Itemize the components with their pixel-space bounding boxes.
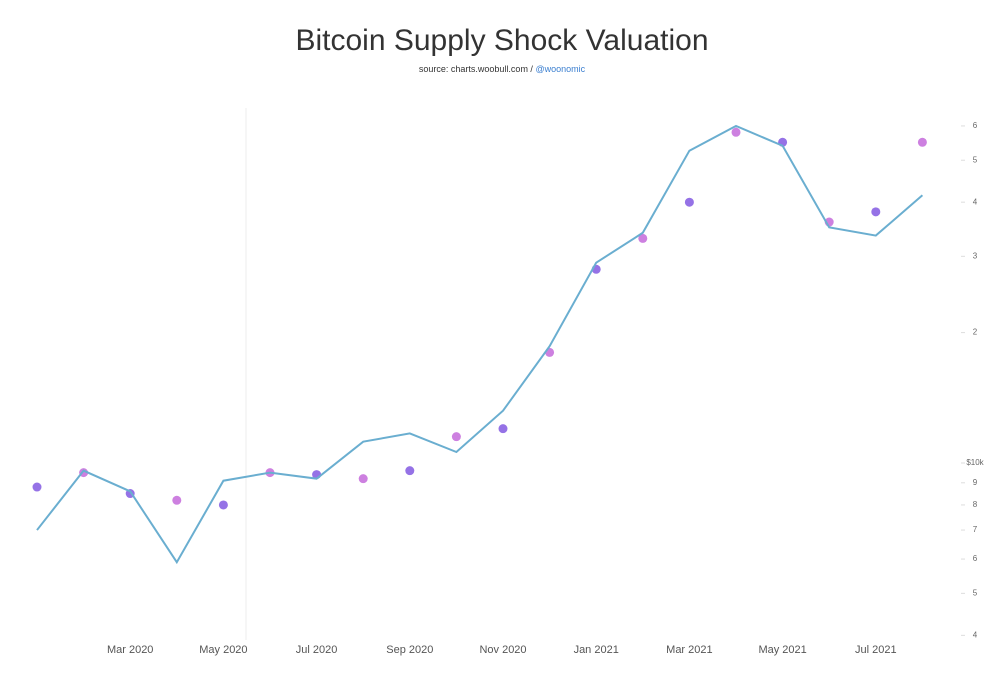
y-tick-label: $10k <box>966 458 984 467</box>
model-dot <box>172 495 182 505</box>
x-tick-label: Sep 2020 <box>386 644 433 656</box>
model-dot <box>498 424 508 434</box>
model-dot <box>451 432 461 442</box>
y-tick-label: 3 <box>973 251 978 260</box>
y-tick-label: 4 <box>973 630 978 639</box>
y-tick-label: 5 <box>973 588 978 597</box>
x-tick-label: Nov 2020 <box>479 644 526 656</box>
model-dot <box>871 207 881 217</box>
y-tick-label: 5 <box>973 155 978 164</box>
model-dot <box>638 233 648 243</box>
model-dot <box>917 137 927 147</box>
x-tick-label: Mar 2020 <box>107 644 153 656</box>
y-tick-label: 4 <box>973 197 978 206</box>
y-tick-label: 6 <box>973 554 978 563</box>
source-handle: @woonomic <box>535 64 585 74</box>
model-dot <box>218 500 228 510</box>
price-line <box>36 124 924 565</box>
x-tick-label: Mar 2021 <box>666 644 712 656</box>
x-tick-label: May 2021 <box>758 644 806 656</box>
chart-title: Bitcoin Supply Shock Valuation <box>295 24 708 57</box>
x-tick-label: May 2020 <box>199 644 247 656</box>
model-dot <box>358 474 368 484</box>
model-dot <box>684 197 694 207</box>
y-tick-label: 8 <box>973 500 978 509</box>
model-dot <box>32 482 42 492</box>
y-tick-label: 9 <box>973 478 978 487</box>
x-tick-label: Jul 2021 <box>855 644 897 656</box>
x-tick-label: Jul 2020 <box>296 644 338 656</box>
model-dot <box>405 466 415 476</box>
y-tick-label: 6 <box>973 121 978 130</box>
y-tick-label: 7 <box>973 525 978 534</box>
model-dot <box>731 127 741 137</box>
x-tick-label: Jan 2021 <box>574 644 619 656</box>
chart-subtitle: source: charts.woobull.com / @woonomic <box>419 64 586 74</box>
y-tick-label: 2 <box>973 328 978 337</box>
source: source: charts.woobull.com / <box>419 64 536 74</box>
